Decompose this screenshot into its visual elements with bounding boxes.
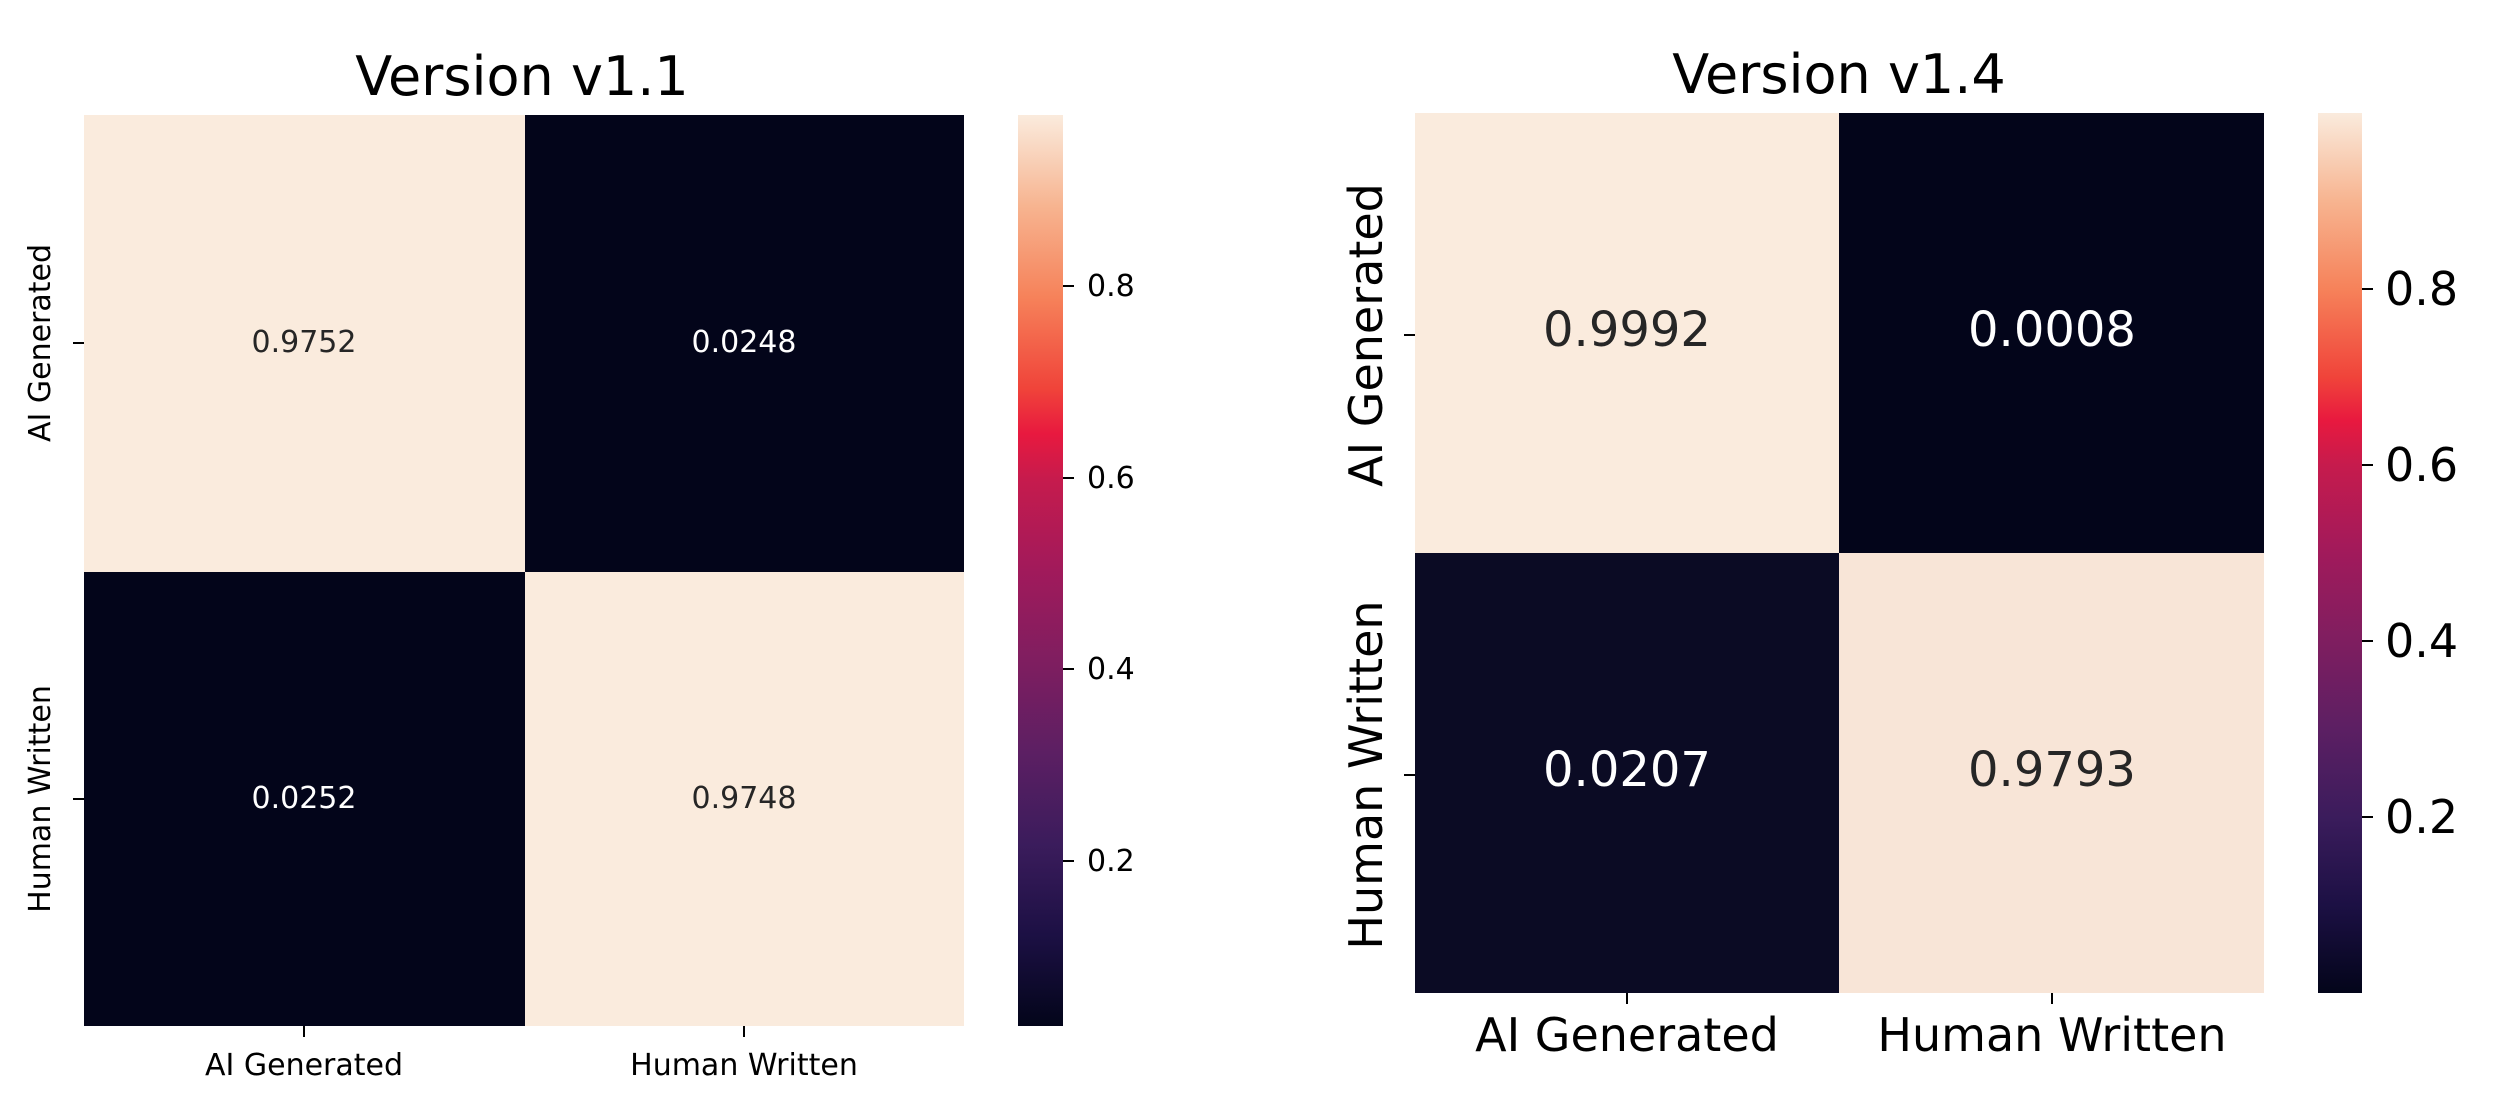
y-tick-label: Human Written <box>1339 600 1393 949</box>
cell-value-label: 0.0248 <box>692 325 797 360</box>
heatmap-cell <box>525 572 964 1026</box>
cell-value-label: 0.9752 <box>252 325 357 360</box>
colorbar-tick-label: 0.8 <box>2385 262 2458 316</box>
chart-title: Version v1.1 <box>355 45 689 108</box>
colorbar-tick-label: 0.4 <box>1087 652 1135 687</box>
colorbar-tick-label: 0.6 <box>1087 461 1135 496</box>
cell-value-label: 0.9793 <box>1968 742 2136 798</box>
y-tick-label: AI Generated <box>1339 183 1393 487</box>
cell-value-label: 0.0207 <box>1543 742 1711 798</box>
colorbar-tick-label: 0.2 <box>2385 790 2458 844</box>
x-tick-label: AI Generated <box>205 1048 403 1083</box>
heatmap-cell <box>1839 553 2264 993</box>
colorbar-tick-label: 0.4 <box>2385 614 2458 668</box>
heatmap-cell <box>1839 113 2264 553</box>
cell-value-label: 0.9748 <box>692 781 797 816</box>
heatmap-cell <box>84 572 525 1026</box>
x-tick-label: Human Written <box>630 1048 858 1083</box>
colorbar-tick-label: 0.8 <box>1087 269 1135 304</box>
y-tick-label: AI Generated <box>23 244 58 442</box>
heatmap-cell <box>84 115 525 572</box>
colorbar-ticks: 0.2 0.4 0.6 0.8 <box>2362 262 2458 844</box>
heatmap-cell <box>1415 113 1839 553</box>
cell-value-label: 0.0252 <box>252 781 357 816</box>
heatmap-cell <box>1415 553 1839 993</box>
heatmap-right: Version v1.4 0.9992 0.0008 0.0207 0.9793… <box>1339 43 2458 1062</box>
colorbar <box>1018 115 1063 1026</box>
colorbar-tick-label: 0.2 <box>1087 844 1135 879</box>
heatmap-left: Version v1.1 0.9752 0.0248 0.0252 0.9748… <box>23 45 1135 1083</box>
colorbar-tick-label: 0.6 <box>2385 438 2458 492</box>
chart-title: Version v1.4 <box>1672 43 2006 106</box>
heatmap-cell <box>525 115 964 572</box>
x-tick-label: AI Generated <box>1475 1008 1779 1062</box>
colorbar <box>2318 113 2362 993</box>
colorbar-ticks: 0.2 0.4 0.6 0.8 <box>1063 269 1135 879</box>
y-tick-label: Human Written <box>23 685 58 913</box>
x-tick-label: Human Written <box>1877 1008 2226 1062</box>
cell-value-label: 0.0008 <box>1968 302 2136 358</box>
cell-value-label: 0.9992 <box>1543 302 1711 358</box>
